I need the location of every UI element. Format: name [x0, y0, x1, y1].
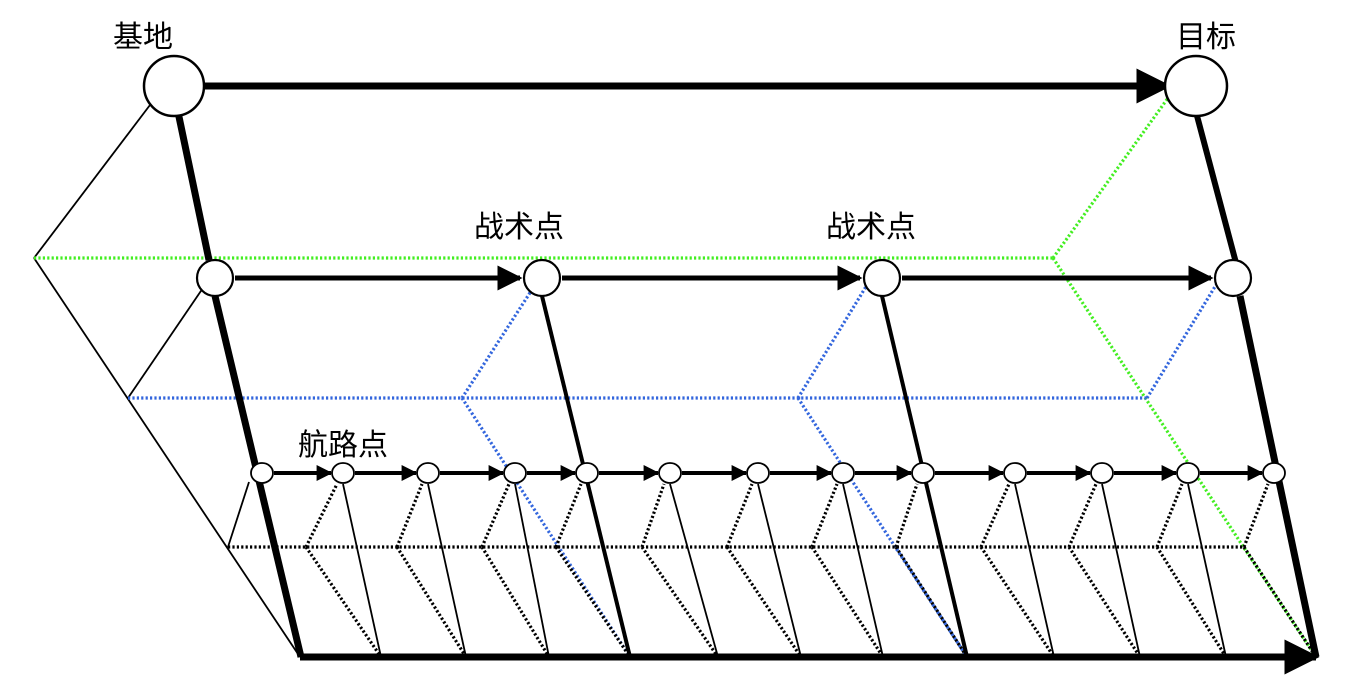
waypoint-node: [250, 462, 274, 484]
black-dotted-line: [554, 483, 583, 548]
black-dotted-line: [395, 483, 424, 548]
black-dotted-line: [810, 546, 885, 658]
blue-dotted-line: [460, 397, 632, 658]
target-down-edge: [1193, 111, 1243, 279]
black-dotted-line: [725, 546, 803, 658]
black-dotted-line: [725, 483, 754, 548]
label-waypoint: 航路点: [298, 428, 388, 463]
waypoint-down-line: [1014, 483, 1055, 658]
black-dotted-line: [1155, 546, 1228, 658]
left-edge: [227, 481, 250, 548]
black-dotted-line: [304, 546, 383, 658]
black-dotted-line: [480, 546, 551, 658]
green-dotted-line: [1051, 257, 1318, 658]
waypoint-node: [575, 462, 599, 484]
black-dotted-line: [1067, 546, 1142, 658]
black-dotted-line: [1067, 483, 1098, 548]
waypoint-down-line: [514, 483, 550, 658]
blue-dotted-line: [460, 284, 537, 399]
waypoint-down-line: [1187, 483, 1227, 658]
waypoint-down-line: [1101, 483, 1141, 658]
black-dotted-line: [480, 483, 511, 548]
label-tactical-point-2: 战术点: [826, 210, 916, 245]
black-dotted-line: [640, 483, 666, 548]
waypoint-node: [1003, 462, 1027, 484]
black-dotted-line: [640, 546, 720, 658]
waypoint-node: [911, 462, 935, 484]
waypoint-node: [1176, 462, 1200, 484]
waypoint-node: [331, 462, 355, 484]
waypoint-node: [658, 462, 682, 484]
black-dotted-line: [554, 546, 632, 658]
waypoint-down-line: [342, 483, 382, 658]
left-edge: [33, 257, 301, 658]
thin-lines-group: [33, 104, 1227, 658]
green-dotted-line: [1051, 97, 1170, 259]
black-dotted-line: [810, 483, 839, 548]
label-target: 目标: [1176, 20, 1236, 55]
waypoint-node: [1090, 462, 1114, 484]
black-dotted-line: [979, 483, 1011, 548]
target-node: [1163, 54, 1229, 118]
waypoint-down-line: [669, 483, 719, 658]
blue-dotted-line: [1145, 284, 1218, 399]
tactical-point-node: [522, 258, 562, 298]
left-edge: [33, 104, 151, 259]
black-dotted-line: [1242, 483, 1270, 548]
label-tactical-point-1: 战术点: [474, 210, 564, 245]
nodes-group: [142, 54, 1286, 484]
black-dotted-line: [979, 546, 1056, 658]
waypoint-node: [416, 462, 440, 484]
tactical-point-node: [862, 258, 902, 298]
left-edge: [127, 284, 206, 399]
base-node: [142, 54, 206, 118]
waypoint-node: [503, 462, 527, 484]
waypoint-down-line: [842, 483, 884, 658]
layer2-end-node: [1213, 258, 1253, 298]
black-dotted-line: [894, 483, 919, 548]
black-dotted-line: [304, 483, 339, 548]
label-base: 基地: [113, 20, 173, 55]
layer2-start-node: [195, 258, 235, 298]
dotted-lines-group: [34, 97, 1318, 658]
black-dotted-line: [395, 546, 468, 658]
blue-dotted-line: [796, 284, 869, 399]
blue-dotted-line: [796, 397, 969, 658]
waypoint-node: [1262, 462, 1286, 484]
base-down-edge: [174, 111, 213, 261]
waypoint-down-line: [757, 483, 802, 658]
thick-lines-group: [174, 68, 1320, 675]
waypoint-down-line: [427, 483, 467, 658]
waypoint-node: [831, 462, 855, 484]
black-dotted-line: [1155, 483, 1184, 548]
waypoint-node: [746, 462, 770, 484]
